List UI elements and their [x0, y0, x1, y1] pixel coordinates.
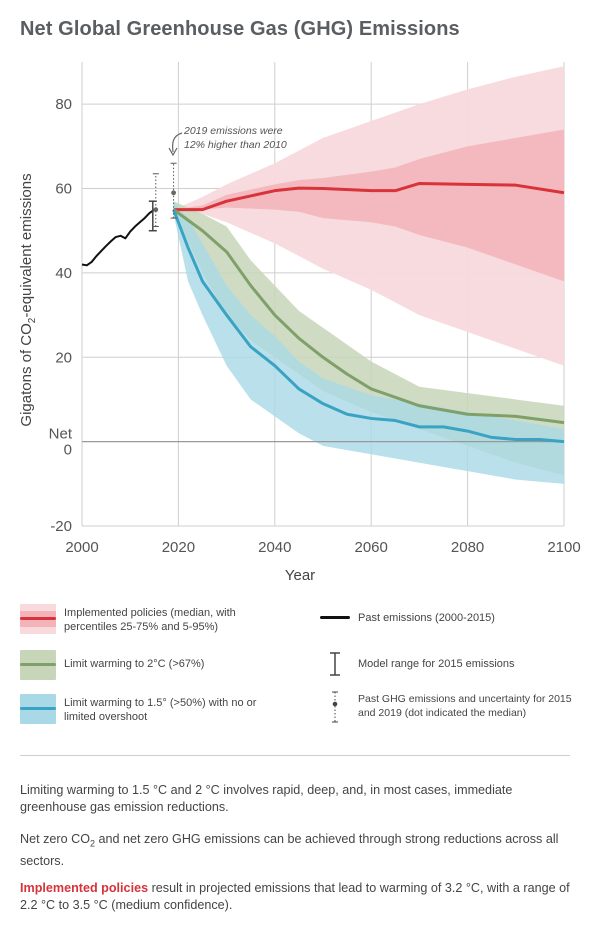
chart-title: Net Global Greenhouse Gas (GHG) Emission… — [20, 18, 460, 40]
y-tick-label-20: 20 — [55, 349, 72, 366]
past-emissions-line — [81, 208, 155, 267]
x-tick-label-2040: 2040 — [258, 539, 291, 556]
annotation-arrow — [171, 132, 183, 153]
two-degree-swatch — [20, 650, 56, 680]
implemented-swatch — [20, 604, 56, 634]
one-five-median-line — [172, 209, 565, 444]
x-tick-label-2080: 2080 — [451, 539, 484, 556]
y-tick-label-40: 40 — [55, 265, 72, 282]
implemented-policies-highlight: Implemented policies — [20, 881, 149, 895]
emissions-chart: 2000 2020 2040 2060 2080 210080604020-20Net0 … — [18, 62, 581, 584]
paragraph-2: Net zero CO2 and net zero GHG emissions … — [20, 832, 559, 868]
legend-uncertainty: Past GHG emissions and uncertainty for 2… — [320, 690, 590, 723]
legend-past-label: Past emissions (2000-2015) — [358, 612, 495, 624]
x-tick-label-2000: 2000 — [65, 539, 98, 556]
legend-implemented: Implemented policies (median, with perce… — [20, 604, 290, 634]
paragraph-3: Implemented policies result in projected… — [20, 881, 570, 912]
legend-model-range: Model range for 2015 emissions — [320, 650, 590, 680]
past-swatch — [320, 604, 350, 634]
legend-two-degree-label: Limit warming to 2°C (>67%) — [64, 658, 205, 670]
divider — [20, 755, 570, 756]
y-tick-label-zero: 0 — [64, 442, 72, 459]
legend-uncertainty-label: Past GHG emissions and uncertainty for 2… — [358, 693, 572, 719]
legend-one-five: Limit warming to 1.5° (>50%) with no or … — [20, 694, 290, 724]
uncertainty-median-dot-2015 — [153, 207, 159, 213]
annotation-line-2: 12% higher than 2010 — [184, 139, 287, 151]
two-degree-median-line — [172, 208, 565, 425]
x-axis-title: Year — [285, 567, 315, 584]
x-tick-label-2020: 2020 — [162, 539, 195, 556]
legend-implemented-label: Implemented policies (median, with perce… — [64, 607, 236, 633]
legend-past: Past emissions (2000-2015) — [320, 604, 590, 634]
marker-layer — [148, 162, 177, 232]
line-layer — [81, 181, 565, 444]
y-tick-label-80: 80 — [55, 96, 72, 113]
legend-one-five-label: Limit warming to 1.5° (>50%) with no or … — [64, 697, 257, 723]
x-tick-label-2060: 2060 — [355, 539, 388, 556]
implemented-median-line — [173, 181, 565, 212]
annotation-line-1: 2019 emissions were — [183, 125, 283, 137]
two-degree-band — [173, 201, 564, 476]
legend-two-degree: Limit warming to 2°C (>67%) — [20, 650, 290, 680]
y-tick-label--20: -20 — [50, 518, 72, 535]
x-tick-label-2100: 2100 — [547, 539, 580, 556]
y-tick-label-net: Net — [49, 426, 73, 443]
model-range-swatch — [320, 650, 350, 680]
implemented-band-25-75 — [173, 129, 564, 282]
uncertainty-swatch — [320, 690, 350, 723]
annotation-arrowhead — [168, 147, 178, 157]
legend: Implemented policies (median, with perce… — [0, 600, 600, 750]
uncertainty-median-dot-2019 — [171, 190, 176, 196]
paragraph-1: Limiting warming to 1.5 °C and 2 °C invo… — [20, 783, 513, 814]
y-axis-title: Gigatons of CO2-equivalent emissions — [18, 173, 38, 426]
y-tick-label-60: 60 — [55, 181, 72, 198]
one-five-swatch — [20, 694, 56, 724]
legend-model-range-label: Model range for 2015 emissions — [358, 658, 515, 670]
